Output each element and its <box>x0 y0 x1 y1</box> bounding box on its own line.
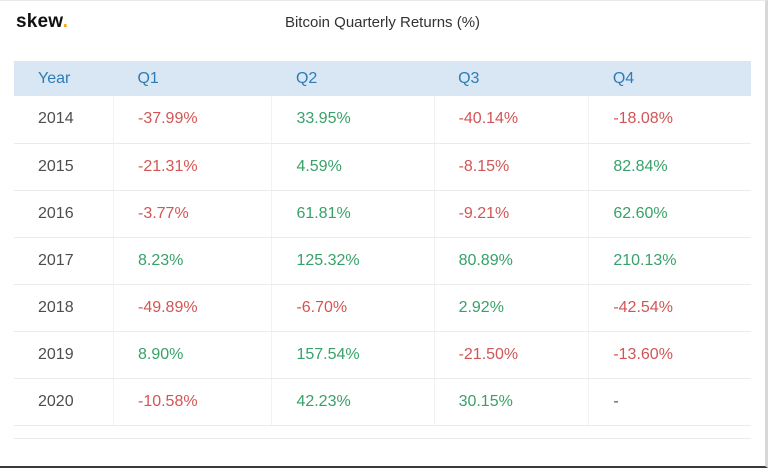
table-row: 2020 -10.58% 42.23% 30.15% - <box>14 378 751 426</box>
value-cell: 4.59% <box>271 143 435 191</box>
value-cell: -8.15% <box>433 143 589 191</box>
year-cell: 2014 <box>14 96 114 144</box>
value-cell: -3.77% <box>112 190 272 238</box>
value-cell: 33.95% <box>271 96 435 144</box>
table-row: 2014 -37.99% 33.95% -40.14% -18.08% <box>14 96 751 144</box>
value-cell: 8.23% <box>112 237 272 285</box>
returns-table: Year Q1 Q2 Q3 Q4 2014 -37.99% 33.95% -40.14… <box>14 61 751 426</box>
value-cell: -9.21% <box>433 190 589 238</box>
page-title: Bitcoin Quarterly Returns (%) <box>284 13 481 31</box>
value-cell: -18.08% <box>588 96 751 144</box>
value-cell: 210.13% <box>588 237 751 285</box>
table-row: 2016 -3.77% 61.81% -9.21% 62.60% <box>14 190 751 238</box>
column-header-year: Year <box>14 61 114 96</box>
value-cell: -37.99% <box>112 96 272 144</box>
year-cell: 2015 <box>14 143 114 191</box>
table-row: 2019 8.90% 157.54% -21.50% -13.60% <box>14 331 751 379</box>
value-cell: -10.58% <box>112 378 272 426</box>
value-cell: 80.89% <box>433 237 589 285</box>
year-cell: 2016 <box>14 190 114 238</box>
year-cell: 2017 <box>14 237 114 285</box>
value-cell: - <box>588 378 751 426</box>
header-row: Year Q1 Q2 Q3 Q4 <box>14 61 751 96</box>
value-cell: 42.23% <box>271 378 435 426</box>
table-row: 2017 8.23% 125.32% 80.89% 210.13% <box>14 237 751 285</box>
column-header-q1: Q1 <box>113 61 272 96</box>
value-cell: 61.81% <box>271 190 435 238</box>
returns-table-container: Year Q1 Q2 Q3 Q4 2014 -37.99% 33.95% -40.14… <box>14 61 751 439</box>
skew-logo[interactable]: skew. <box>16 11 68 33</box>
value-cell: -6.70% <box>271 284 435 332</box>
logo-text: skew <box>16 11 63 32</box>
value-cell: -21.50% <box>433 331 589 379</box>
column-header-q2: Q2 <box>271 61 435 96</box>
value-cell: -42.54% <box>588 284 751 332</box>
year-cell: 2019 <box>14 331 114 379</box>
value-cell: -13.60% <box>588 331 751 379</box>
value-cell: 157.54% <box>271 331 435 379</box>
value-cell: 8.90% <box>112 331 272 379</box>
value-cell: -21.31% <box>112 143 272 191</box>
column-header-q4: Q4 <box>588 61 751 96</box>
table-row: 2015 -21.31% 4.59% -8.15% 82.84% <box>14 143 751 191</box>
value-cell: 2.92% <box>433 284 589 332</box>
value-cell: 62.60% <box>588 190 751 238</box>
value-cell: 82.84% <box>588 143 751 191</box>
table-body: 2014 -37.99% 33.95% -40.14% -18.08% 2015 -21.3… <box>14 96 751 426</box>
table-header: Year Q1 Q2 Q3 Q4 <box>14 61 751 96</box>
top-bar: skew. Bitcoin Quarterly Returns (%) <box>0 1 765 43</box>
value-cell: 125.32% <box>271 237 435 285</box>
value-cell: -40.14% <box>433 96 589 144</box>
table-footer-strip <box>14 426 751 439</box>
value-cell: -49.89% <box>112 284 272 332</box>
column-header-q3: Q3 <box>434 61 589 96</box>
logo-dot: . <box>62 11 69 32</box>
value-cell: 30.15% <box>433 378 589 426</box>
table-row: 2018 -49.89% -6.70% 2.92% -42.54% <box>14 284 751 332</box>
year-cell: 2018 <box>14 284 114 332</box>
year-cell: 2020 <box>14 378 114 426</box>
